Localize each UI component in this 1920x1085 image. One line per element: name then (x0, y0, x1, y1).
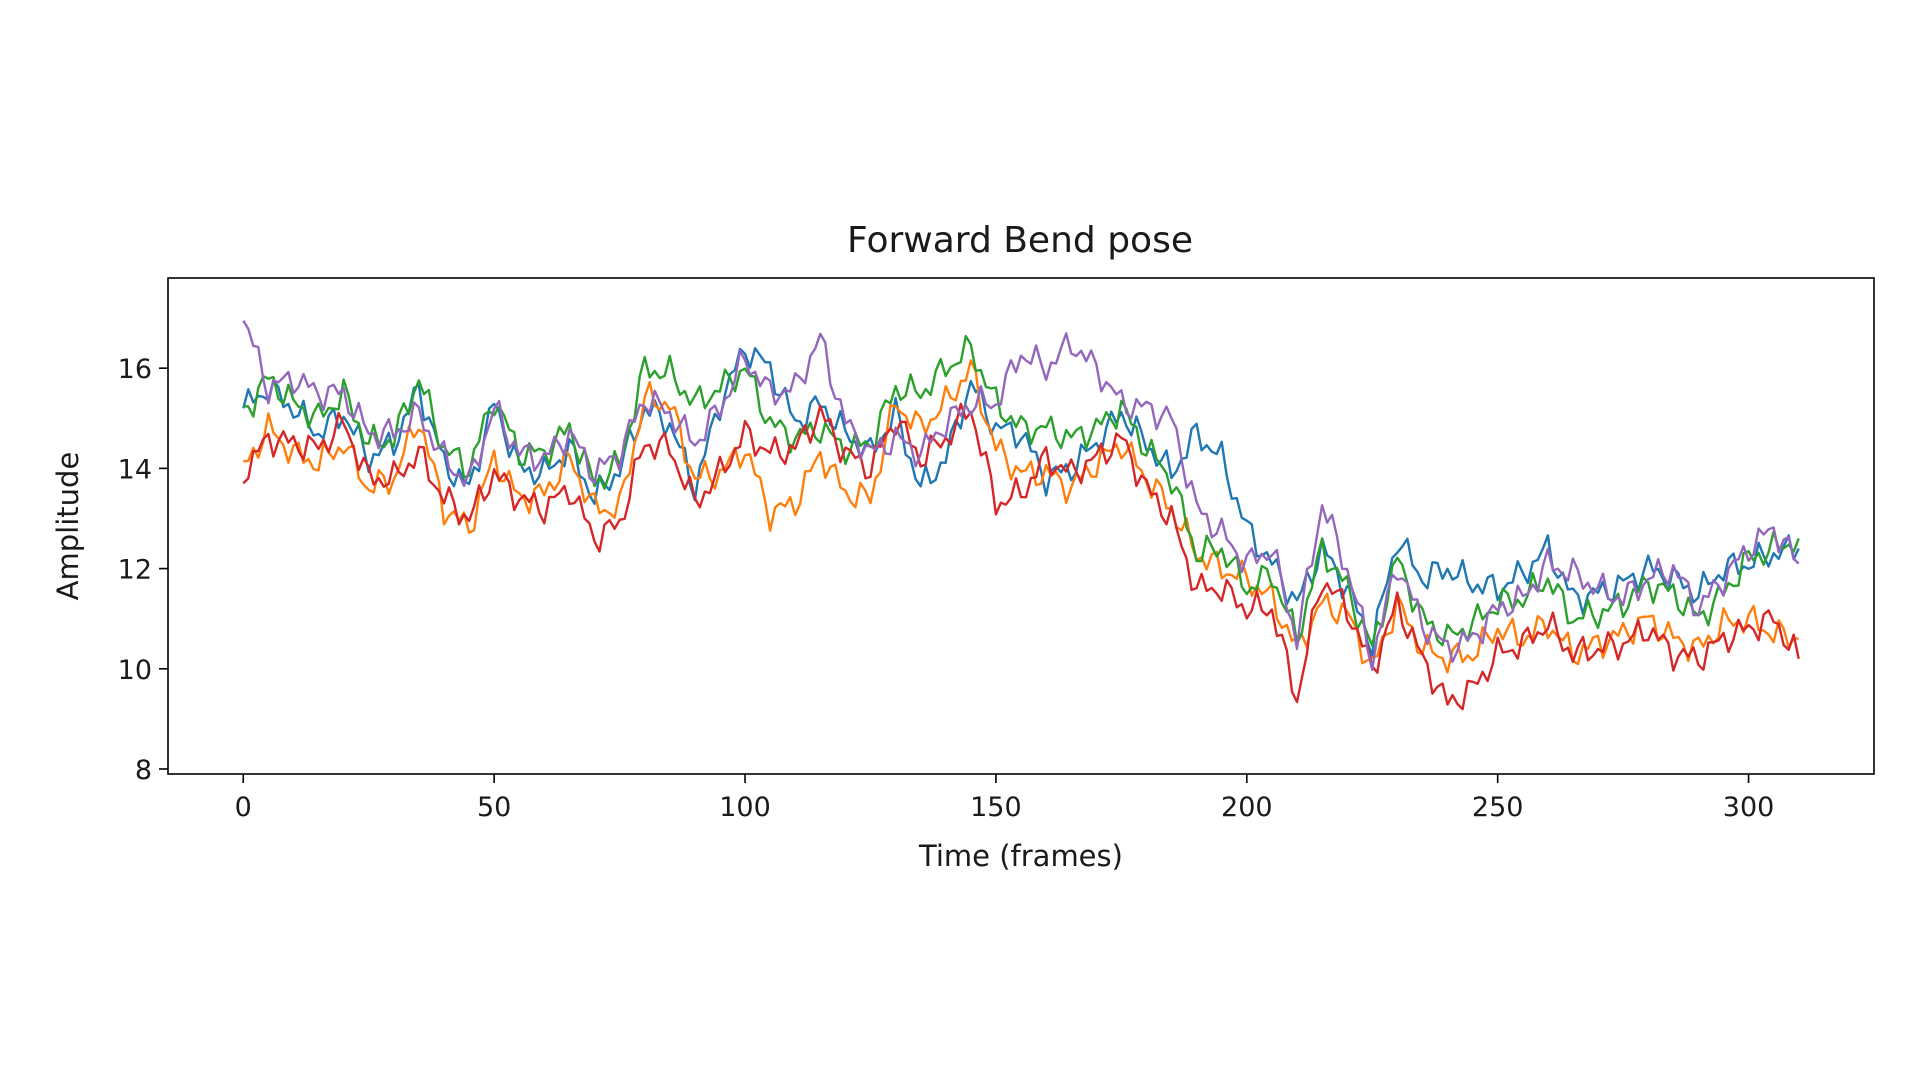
x-tick-label: 200 (1221, 792, 1273, 823)
y-tick-label: 10 (118, 655, 152, 686)
plot-frame (167, 277, 1875, 775)
x-tick-label: 50 (477, 792, 511, 823)
series-line-5 (242, 319, 1800, 671)
series-line-3 (243, 334, 1800, 647)
x-tick-label: 250 (1472, 792, 1524, 823)
series-line-2 (243, 359, 1799, 674)
x-tick-label: 150 (970, 792, 1022, 823)
y-tick-label: 14 (118, 454, 152, 485)
x-axis-label: Time (frames) (918, 839, 1123, 873)
x-tick-label: 0 (235, 792, 252, 823)
series-line-4 (242, 402, 1800, 711)
plot-layer (242, 319, 1800, 711)
x-axis: 0 50 100 150 200 250 300 (235, 774, 1775, 823)
x-tick-label: 300 (1723, 792, 1775, 823)
y-axis: 8 10 12 14 16 (118, 354, 168, 786)
y-axis-label: Amplitude (51, 452, 85, 601)
x-tick-label: 100 (719, 792, 771, 823)
y-tick-label: 8 (135, 755, 152, 786)
y-tick-label: 12 (118, 555, 152, 586)
y-tick-label: 16 (118, 354, 152, 385)
chart-title: Forward Bend pose (847, 220, 1193, 261)
